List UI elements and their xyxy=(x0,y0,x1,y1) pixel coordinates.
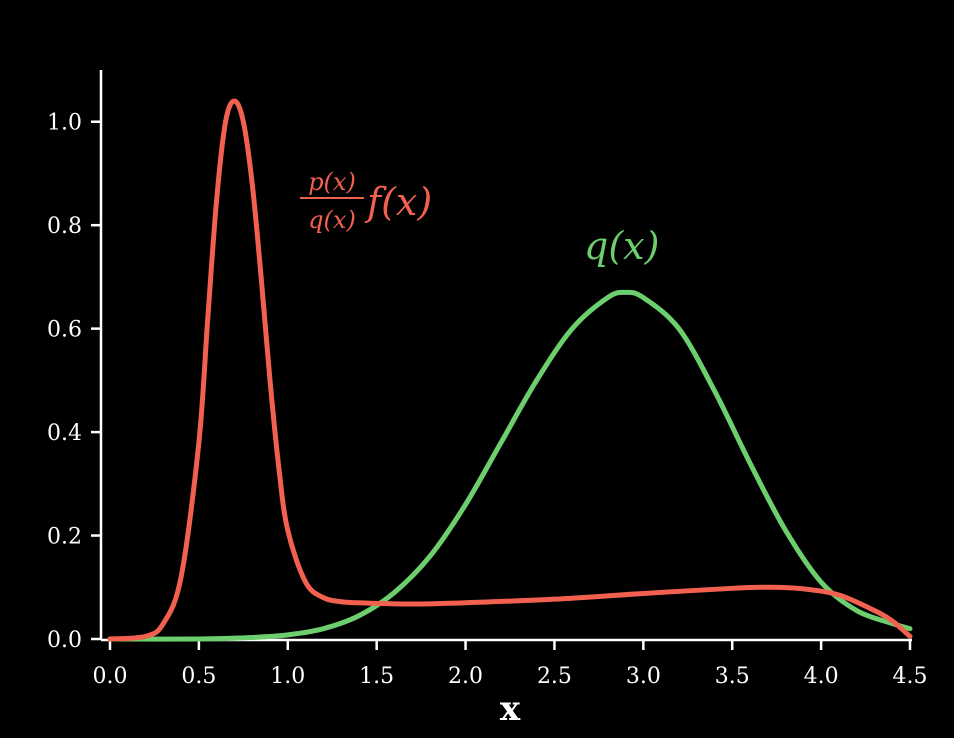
annotation-fraction-denominator: q(x) xyxy=(308,206,356,234)
series-line-weighted-f xyxy=(107,98,913,642)
y-tick-label: 0.8 xyxy=(47,214,82,239)
red-series-annotation: p(x) q(x) f(x) xyxy=(300,168,432,234)
ticks: 0.0 0.5 1.0 1.5 2.0 2.5 3.0 3.5 4.0 4.5 0.0 0.2 0.4 0… xyxy=(47,111,928,689)
annotation-fraction-numerator: p(x) xyxy=(308,168,356,196)
y-tick-label: 0.6 xyxy=(47,318,82,343)
y-tick-label: 0.0 xyxy=(47,628,82,653)
x-tick-label: 3.5 xyxy=(715,664,750,689)
annotation-f-of-x: f(x) xyxy=(364,180,432,224)
y-tick-label: 0.4 xyxy=(47,421,82,446)
x-tick-label: 1.5 xyxy=(359,664,394,689)
x-tick-label: 0.5 xyxy=(181,664,216,689)
green-series-annotation: q(x) xyxy=(584,224,659,268)
y-tick-label: 0.2 xyxy=(47,525,82,550)
x-tick-label: 1.0 xyxy=(270,664,305,689)
x-tick-label: 4.0 xyxy=(804,664,839,689)
x-axis-label: x xyxy=(500,689,521,729)
x-tick-label: 2.5 xyxy=(537,664,572,689)
series-group xyxy=(107,98,913,642)
x-tick-label: 3.0 xyxy=(626,664,661,689)
series-line-q xyxy=(107,289,913,642)
x-tick-label: 4.5 xyxy=(893,664,928,689)
x-tick-label: 0.0 xyxy=(93,664,128,689)
y-tick-label: 1.0 xyxy=(47,111,82,136)
x-tick-label: 2.0 xyxy=(448,664,483,689)
